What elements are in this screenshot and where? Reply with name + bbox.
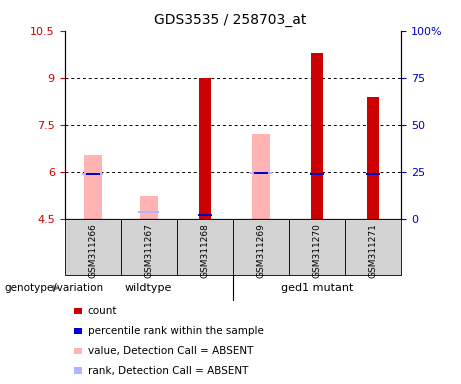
Bar <box>86 173 100 175</box>
Bar <box>83 155 101 219</box>
Bar <box>233 219 289 275</box>
Bar <box>121 219 177 275</box>
Bar <box>140 196 158 219</box>
Text: GSM311268: GSM311268 <box>200 223 209 278</box>
Text: wildtype: wildtype <box>125 283 172 293</box>
Text: value, Detection Call = ABSENT: value, Detection Call = ABSENT <box>88 346 253 356</box>
Bar <box>82 173 103 175</box>
Text: GSM311267: GSM311267 <box>144 223 153 278</box>
Bar <box>367 96 379 219</box>
Bar <box>199 78 211 219</box>
Text: GSM311270: GSM311270 <box>313 223 321 278</box>
Text: GDS3535 / 258703_at: GDS3535 / 258703_at <box>154 13 307 27</box>
Bar <box>366 173 380 175</box>
Text: GSM311271: GSM311271 <box>368 223 378 278</box>
Bar <box>65 219 121 275</box>
Bar <box>254 172 268 174</box>
Text: percentile rank within the sample: percentile rank within the sample <box>88 326 264 336</box>
Text: ged1 mutant: ged1 mutant <box>281 283 353 293</box>
Text: GSM311269: GSM311269 <box>256 223 266 278</box>
Text: count: count <box>88 306 117 316</box>
Bar <box>311 53 323 219</box>
Text: rank, Detection Call = ABSENT: rank, Detection Call = ABSENT <box>88 366 248 376</box>
Bar <box>138 211 160 213</box>
Bar <box>345 219 401 275</box>
Bar <box>250 172 272 174</box>
Bar <box>289 219 345 275</box>
Bar <box>252 134 270 219</box>
Text: GSM311266: GSM311266 <box>88 223 97 278</box>
Bar <box>310 173 324 175</box>
Text: genotype/variation: genotype/variation <box>5 283 104 293</box>
Bar <box>177 219 233 275</box>
Bar <box>198 214 212 216</box>
